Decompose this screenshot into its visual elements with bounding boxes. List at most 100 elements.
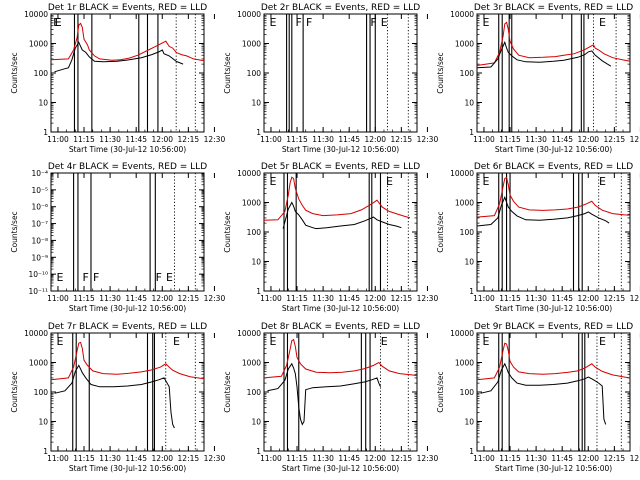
x-tick-label: 12:15 [604,454,626,463]
lld-series-line [50,341,205,381]
x-tick-label: 11:15 [286,294,308,303]
events-series-line [476,40,612,69]
title: Det 4r BLACK = Events, RED = LLD [48,162,207,172]
x-tick-label: 12:30 [417,294,439,303]
flag-label: E [599,16,606,29]
y-tick-label: 10000 [450,169,474,178]
x-tick-label: 11:30 [99,454,121,463]
y-tick-label: 1 [469,447,474,456]
y-tick-label: 1000 [455,359,474,368]
title: Det 5r BLACK = Events, RED = LLD [261,162,420,172]
y-tick-label: 10 [464,99,474,108]
y-tick-label: 1000 [242,40,261,49]
title: Det 7r BLACK = Events, RED = LLD [48,322,207,332]
y-tick-label: 1 [469,128,474,137]
ylabel: Counts/sec [10,371,19,412]
lld-series-line [476,342,631,381]
x-tick-label: 12:00 [364,135,386,144]
panel-det-1r: Det 1r BLACK = Events, RED = LLD Start T… [10,3,225,154]
x-tick-label: 12:30 [417,135,439,144]
x-tick-label: 12:00 [151,454,173,463]
x-tick-label: 11:45 [338,294,360,303]
panel-det-6r: Det 6r BLACK = Events, RED = LLD Start T… [436,162,640,313]
flag-label: F [296,16,302,29]
flag-label: E [269,16,276,29]
xlabel: Start Time (30-Jul-12 10:56:00) [495,464,612,473]
title: Det 9r BLACK = Events, RED = LLD [474,322,633,332]
x-tick-label: 11:30 [525,294,547,303]
x-tick-label: 12:00 [577,135,599,144]
panel-det-4r: Det 4r BLACK = Events, RED = LLD Start T… [10,162,225,313]
title: Det 2r BLACK = Events, RED = LLD [261,3,420,13]
title: Det 3r BLACK = Events, RED = LLD [474,3,633,13]
y-tick-label: 10⁻¹¹ [28,287,48,296]
y-tick-label: 10 [464,258,474,267]
y-tick-label: 10⁻⁴ [31,169,48,178]
ylabel: Counts/sec [436,371,445,412]
x-tick-label: 11:45 [551,135,573,144]
flag-label: F [93,271,99,284]
y-tick-label: 1 [256,447,261,456]
events-series-line [267,362,381,426]
x-tick-label: 11:00 [260,294,282,303]
y-tick-label: 1000 [29,40,48,49]
x-tick-label: 11:00 [260,135,282,144]
flag-label: E [482,335,489,348]
x-tick-label: 11:00 [473,454,495,463]
y-tick-label: 10⁻⁸ [31,236,48,245]
x-tick-label: 12:00 [364,454,386,463]
x-tick-label: 11:00 [260,454,282,463]
y-tick-label: 10000 [450,10,474,19]
xlabel: Start Time (30-Jul-12 10:56:00) [69,145,186,154]
y-tick-label: 10⁻⁶ [31,203,48,212]
x-tick-label: 12:15 [178,135,200,144]
y-tick-label: 1000 [455,40,474,49]
ylabel: Counts/sec [436,211,445,252]
y-tick-label: 10000 [24,10,48,19]
xlabel: Start Time (30-Jul-12 10:56:00) [282,304,399,313]
y-tick-label: 100 [34,69,49,78]
y-tick-label: 10⁻⁵ [31,186,48,195]
xlabel: Start Time (30-Jul-12 10:56:00) [69,304,186,313]
x-tick-label: 11:45 [338,454,360,463]
lld-series-line [50,22,205,62]
y-tick-label: 1 [256,287,261,296]
panel-det-9r: Det 9r BLACK = Events, RED = LLD Start T… [436,322,640,473]
flag-label: E [56,271,63,284]
x-tick-label: 11:45 [551,294,573,303]
x-tick-label: 12:15 [178,454,200,463]
flag-label: E [166,271,173,284]
x-tick-label: 11:00 [47,135,69,144]
x-tick-label: 11:45 [125,294,147,303]
x-tick-label: 11:15 [73,294,95,303]
x-tick-label: 11:00 [47,454,69,463]
x-tick-label: 12:00 [577,454,599,463]
flag-label: E [381,335,388,348]
x-tick-label: 11:30 [525,454,547,463]
title: Det 6r BLACK = Events, RED = LLD [474,162,633,172]
y-tick-label: 100 [247,388,262,397]
panel-det-3r: Det 3r BLACK = Events, RED = LLD Start T… [436,3,640,154]
x-tick-label: 11:00 [47,294,69,303]
y-tick-label: 1 [256,128,261,137]
x-tick-label: 11:00 [473,294,495,303]
plot-frame [476,172,631,292]
events-series-line [54,41,184,73]
x-tick-label: 12:30 [204,294,226,303]
title: Det 8r BLACK = Events, RED = LLD [261,322,420,332]
y-tick-label: 100 [34,388,49,397]
x-tick-label: 11:45 [338,135,360,144]
y-tick-label: 10⁻⁷ [31,220,48,229]
plot-frame [476,332,631,452]
x-tick-label: 11:15 [73,135,95,144]
y-tick-label: 10 [464,418,474,427]
flag-label: E [55,16,62,29]
plot-frame [476,13,631,133]
y-tick-label: 10 [251,418,261,427]
x-tick-label: 11:30 [99,135,121,144]
plot-frame [50,332,205,452]
x-tick-label: 12:30 [204,454,226,463]
flag-label: E [173,335,180,348]
y-tick-label: 100 [460,228,475,237]
